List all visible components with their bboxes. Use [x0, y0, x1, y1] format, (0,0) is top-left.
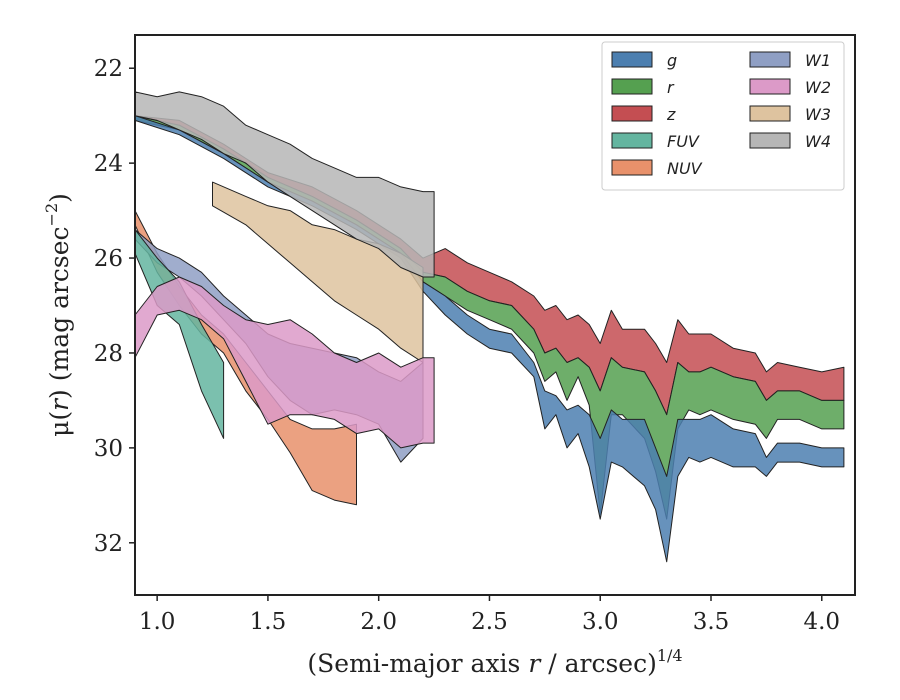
x-tick-label: 3.0: [582, 609, 619, 635]
legend-swatch-w4: [749, 132, 791, 149]
legend-label-r: r: [667, 78, 675, 97]
legend-swatch-w2: [749, 78, 791, 95]
x-tick-label: 1.5: [250, 609, 287, 635]
y-tick-label: 24: [94, 151, 123, 177]
y-tick-label: 32: [94, 531, 123, 557]
legend-label-w3: W3: [805, 105, 831, 124]
legend-label-g: g: [667, 51, 677, 70]
legend-swatch-z: [611, 105, 653, 122]
x-tick-label: 2.0: [360, 609, 397, 635]
band-r: [134, 115, 845, 520]
y-tick-label: 28: [94, 341, 123, 367]
legend-swatch-w3: [749, 105, 791, 122]
band-w2: [134, 276, 435, 449]
y-tick-label: 22: [94, 56, 123, 82]
legend-label-w2: W2: [805, 78, 831, 97]
legend-label-w1: W1: [805, 51, 831, 70]
y-axis-label: μ(r) (mag arcsec−2): [42, 193, 74, 437]
profile-bands: [134, 91, 845, 563]
legend-label-nuv: NUV: [667, 159, 703, 178]
band-g: [134, 115, 845, 563]
axes: [134, 34, 856, 596]
band-fuv: [134, 229, 225, 439]
band-w4: [134, 91, 435, 278]
y-tick-label: 26: [94, 246, 123, 272]
x-tick-label: 3.5: [693, 609, 730, 635]
legend-label-w4: W4: [805, 132, 831, 151]
legend-label-fuv: FUV: [667, 132, 700, 151]
legend-label-z: z: [666, 105, 676, 124]
plot-frame: [134, 34, 856, 596]
x-axis-label: (Semi-major axis r / arcsec)1/4: [307, 646, 682, 678]
tick-group: 1.0 1.5 2.0 2.5 3.0 3.5 4.0 22 24 26 28 30 32: [94, 56, 840, 635]
y-tick-label: 30: [94, 436, 123, 462]
legend-swatch-w1: [749, 51, 791, 68]
legend-swatch-g: [611, 51, 653, 68]
legend: grz FUV NUV W1 W2 W3 W4: [601, 41, 845, 191]
x-tick-label: 1.0: [139, 609, 176, 635]
legend-swatch-fuv: [611, 132, 653, 149]
x-tick-label: 4.0: [803, 609, 840, 635]
legend-swatch-nuv: [611, 159, 653, 176]
legend-swatch-r: [611, 78, 653, 95]
x-tick-label: 2.5: [471, 609, 508, 635]
